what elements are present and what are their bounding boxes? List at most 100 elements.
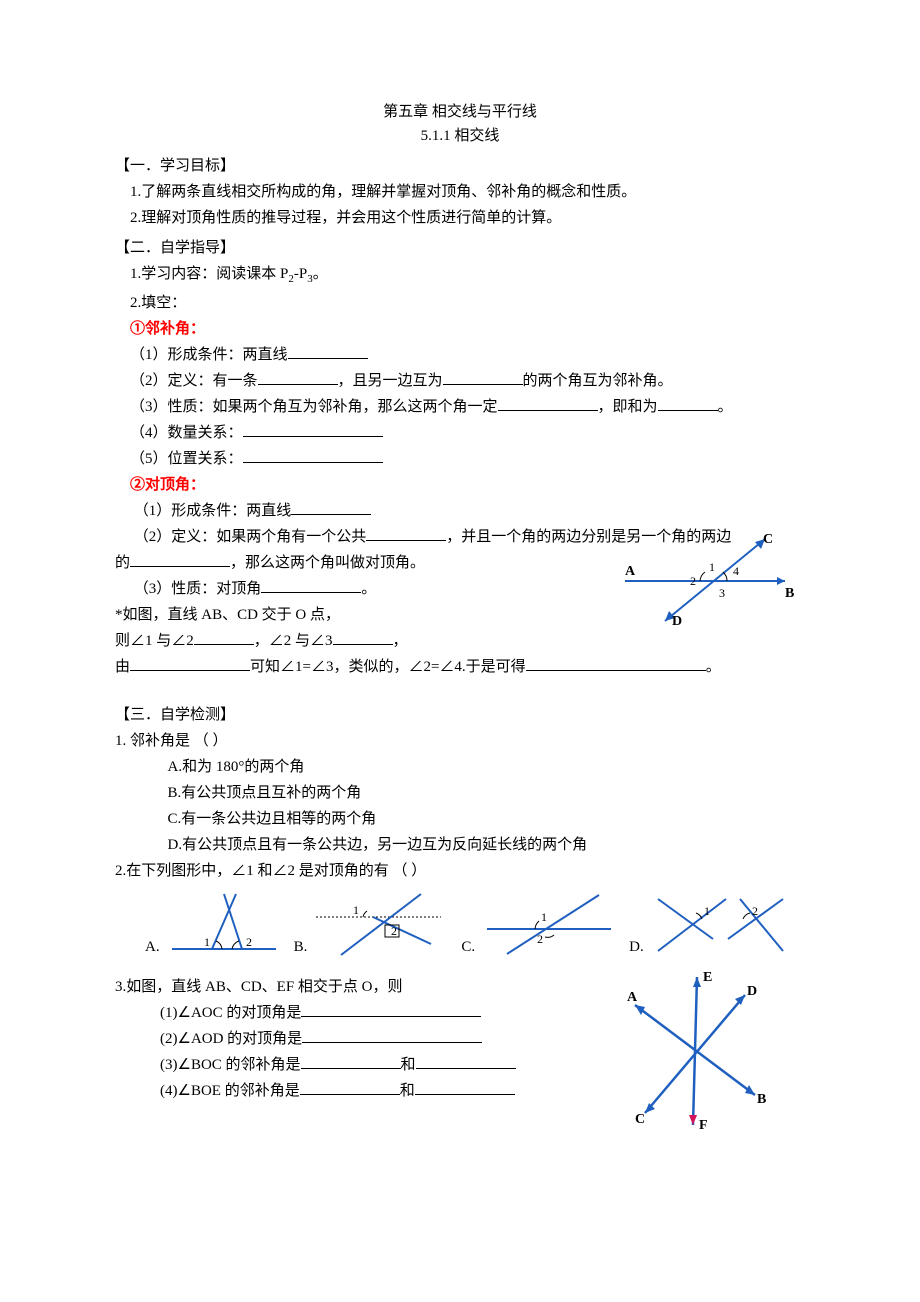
star-2b: ，∠2 与∠3 bbox=[254, 633, 333, 649]
linbu-4: （4）数量关系： bbox=[115, 421, 805, 445]
duiding-2a: （2）定义：如果两个角有一个公共 bbox=[134, 529, 367, 545]
duiding-1-text: （1）形成条件：两直线 bbox=[134, 503, 292, 519]
q2-d-label: D. bbox=[629, 935, 644, 959]
n2: 2 bbox=[391, 924, 397, 938]
n2: 2 bbox=[537, 932, 543, 946]
label-a: A bbox=[625, 564, 636, 579]
blank bbox=[291, 514, 371, 515]
blank bbox=[288, 358, 368, 359]
blank bbox=[301, 1016, 481, 1017]
arrow-a bbox=[635, 1005, 645, 1015]
blank bbox=[243, 462, 383, 463]
objective-1: 1.了解两条直线相交所构成的角，理解并掌握对顶角、邻补角的概念和性质。 bbox=[115, 180, 805, 204]
section-title: 5.1.1 相交线 bbox=[115, 124, 805, 148]
blank bbox=[333, 644, 393, 645]
q2-option-a: A. 1 2 bbox=[115, 889, 284, 959]
q2-diagram-d: 1 2 bbox=[648, 889, 788, 959]
linbu-2a: （2）定义：有一条 bbox=[130, 373, 258, 389]
q2-options: A. 1 2 B. 1 2 C. 1 2 bbox=[115, 889, 805, 959]
heading-2: 【二．自学指导】 bbox=[115, 236, 805, 260]
q3-2-text: (2)∠AOD 的对顶角是 bbox=[160, 1031, 302, 1047]
label-3: 3 bbox=[719, 586, 725, 600]
diagram-intersecting-lines: A B C D 1 2 3 4 bbox=[605, 531, 805, 631]
blank bbox=[526, 670, 706, 671]
star-3a: 由 bbox=[115, 659, 130, 675]
linbu-4-text: （4）数量关系： bbox=[130, 425, 243, 441]
q2-option-b: B. 1 2 bbox=[294, 889, 452, 959]
guide-1-suf: 。 bbox=[313, 266, 328, 282]
q1-a: A.和为 180°的两个角 bbox=[115, 755, 805, 779]
blank bbox=[366, 540, 446, 541]
arc bbox=[363, 911, 367, 917]
duiding-title: ②对顶角： bbox=[115, 473, 805, 497]
arc bbox=[216, 941, 222, 949]
arc bbox=[545, 935, 554, 937]
label-c: C bbox=[635, 1112, 645, 1127]
q2-option-c: C. 1 2 bbox=[461, 889, 619, 959]
blank bbox=[658, 410, 718, 411]
arrow-e bbox=[693, 977, 701, 987]
arc-2 bbox=[700, 572, 705, 581]
linbu-3c: 。 bbox=[718, 399, 733, 415]
q1-b: B.有公共顶点且互补的两个角 bbox=[115, 781, 805, 805]
blank bbox=[130, 670, 250, 671]
blank bbox=[416, 1068, 516, 1069]
n1: 1 bbox=[204, 935, 210, 949]
guide-1-mid: -P bbox=[294, 266, 307, 282]
label-1: 1 bbox=[709, 560, 715, 574]
linbu-3b: ，即和为 bbox=[598, 399, 658, 415]
q2-diagram-b: 1 2 bbox=[311, 889, 451, 959]
diagram-six-lines: A B C D E F bbox=[605, 965, 785, 1135]
q2-option-d: D. 1 2 bbox=[629, 889, 788, 959]
star-3b: 可知∠1=∠3，类似的，∠2=∠4.于是可得 bbox=[250, 659, 526, 675]
blank bbox=[301, 1068, 401, 1069]
label-b: B bbox=[785, 586, 794, 601]
n1: 1 bbox=[541, 910, 547, 924]
linbu-3a: （3）性质：如果两个角互为邻补角，那么这两个角一定 bbox=[130, 399, 498, 415]
linbu-5-text: （5）位置关系： bbox=[130, 451, 243, 467]
blank bbox=[258, 384, 338, 385]
label-a: A bbox=[627, 990, 638, 1005]
line bbox=[507, 895, 599, 954]
arc bbox=[696, 913, 702, 919]
q1-d: D.有公共顶点且有一条公共边，另一边互为反向延长线的两个角 bbox=[115, 833, 805, 857]
heading-1: 【一．学习目标】 bbox=[115, 154, 805, 178]
q2: 2.在下列图形中，∠1 和∠2 是对顶角的有 （ ） bbox=[115, 859, 805, 883]
duiding-3a: （3）性质：对顶角 bbox=[134, 581, 262, 597]
q3-4a: (4)∠BOE 的邻补角是 bbox=[160, 1083, 300, 1099]
guide-1: 1.学习内容：阅读课本 P2-P3。 bbox=[115, 262, 805, 289]
arrow-b bbox=[777, 577, 785, 585]
blank bbox=[415, 1094, 515, 1095]
q2-b-label: B. bbox=[294, 935, 308, 959]
arrow-b bbox=[745, 1085, 755, 1095]
linbu-1-text: （1）形成条件：两直线 bbox=[130, 347, 288, 363]
q3-1-text: (1)∠AOC 的对顶角是 bbox=[160, 1005, 301, 1021]
duiding-2d: ，那么这两个角叫做对顶角。 bbox=[230, 555, 425, 571]
label-c: C bbox=[763, 532, 773, 547]
linbu-3: （3）性质：如果两个角互为邻补角，那么这两个角一定 ，即和为 。 bbox=[115, 395, 805, 419]
label-2: 2 bbox=[690, 574, 696, 588]
q1: 1. 邻补角是 （ ） bbox=[115, 729, 805, 753]
heading-3: 【三．自学检测】 bbox=[115, 703, 805, 727]
label-4: 4 bbox=[733, 564, 739, 578]
n1: 1 bbox=[704, 904, 710, 918]
star-2c: ， bbox=[393, 633, 408, 649]
q1-c: C.有一条公共边且相等的两个角 bbox=[115, 807, 805, 831]
linbu-2: （2）定义：有一条，且另一边互为的两个角互为邻补角。 bbox=[115, 369, 805, 393]
blank bbox=[443, 384, 523, 385]
linbu-2b: ，且另一边互为 bbox=[338, 373, 443, 389]
n1: 1 bbox=[353, 903, 359, 917]
duiding-3b: 。 bbox=[361, 581, 376, 597]
arc bbox=[535, 921, 539, 929]
blank bbox=[302, 1042, 482, 1043]
q3-3b: 和 bbox=[401, 1057, 416, 1073]
q2-diagram-a: 1 2 bbox=[164, 889, 284, 959]
linbu-title: ①邻补角： bbox=[115, 317, 805, 341]
label-d: D bbox=[672, 614, 682, 629]
star-3c: 。 bbox=[706, 659, 721, 675]
q2-a-label: A. bbox=[115, 935, 160, 959]
star-line-3: 由 可知∠1=∠3，类似的，∠2=∠4.于是可得 。 bbox=[115, 655, 805, 679]
guide-1-pre: 1.学习内容：阅读课本 P bbox=[130, 266, 288, 282]
linbu-1: （1）形成条件：两直线 bbox=[115, 343, 805, 367]
blank bbox=[194, 644, 254, 645]
